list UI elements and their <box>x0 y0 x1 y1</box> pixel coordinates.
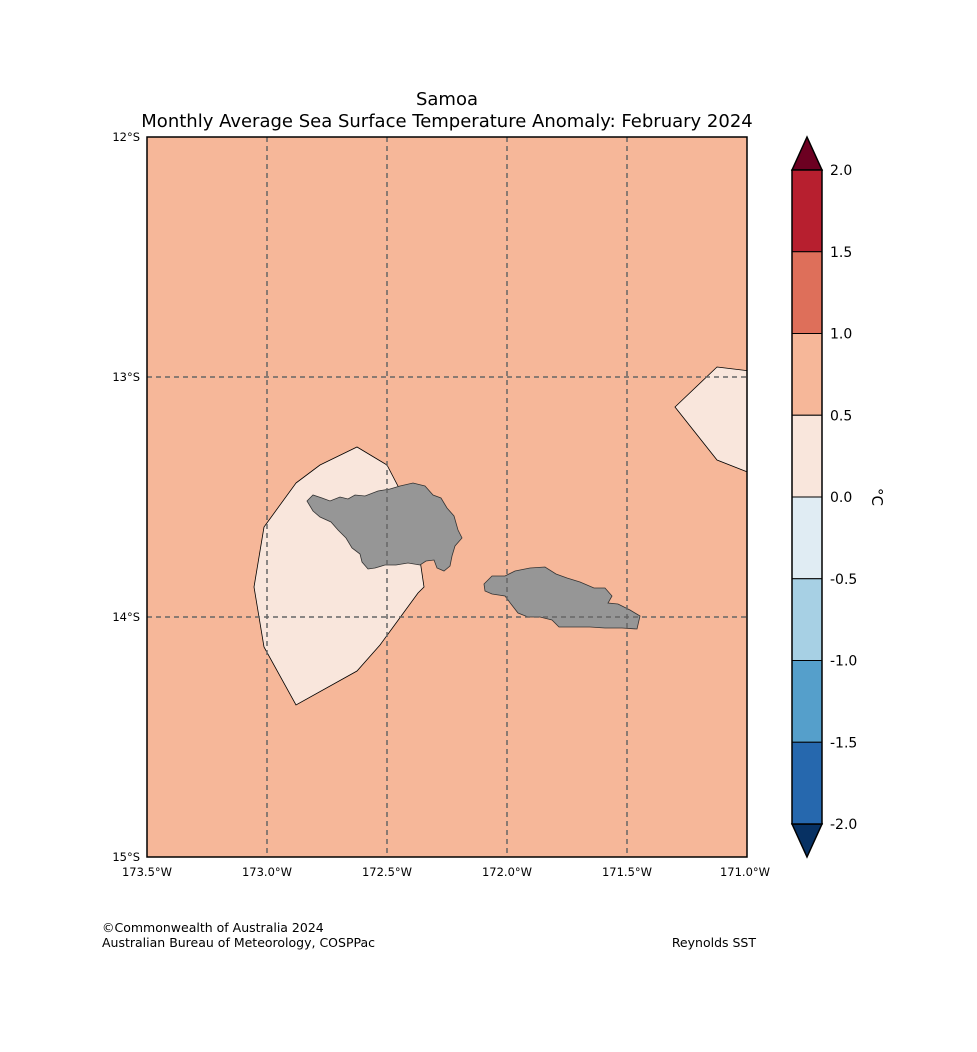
colorbar-frame <box>791 169 823 825</box>
colorbar-tick-label: 2.0 <box>830 163 852 179</box>
colorbar-bin <box>791 251 823 334</box>
colorbar-tick-label: 0.0 <box>830 490 852 506</box>
colorbar-bin <box>791 414 823 498</box>
source-text: Reynolds SST <box>672 935 757 950</box>
lat-label: 15°S <box>112 850 140 864</box>
title-line-1: Samoa <box>416 89 478 110</box>
colorbar-bin <box>791 578 823 661</box>
colorbar-bin <box>791 333 823 416</box>
colorbar-bin <box>791 496 823 580</box>
colorbar-bin <box>791 169 823 253</box>
colorbar-unit-label: °C <box>868 488 886 506</box>
agency-text: Australian Bureau of Meteorology, COSPPa… <box>102 935 375 950</box>
colorbar-tick-label: 0.5 <box>830 408 852 424</box>
lat-label: 12°S <box>112 130 140 144</box>
map-panel <box>146 136 748 858</box>
colorbar-bin <box>791 741 823 825</box>
colorbar-bin <box>791 660 823 743</box>
lon-label: 173.5°W <box>122 865 172 879</box>
colorbar-tick-label: 1.0 <box>830 327 852 343</box>
lon-label: 171.5°W <box>602 865 652 879</box>
longitude-labels: 173.5°W 173.0°W 172.5°W 172.0°W 171.5°W … <box>122 865 770 879</box>
upolu-island <box>483 566 641 630</box>
lon-label: 171.0°W <box>720 865 770 879</box>
latitude-labels: 12°S 13°S 14°S 15°S <box>112 130 140 864</box>
title-line-2: Monthly Average Sea Surface Temperature … <box>141 111 752 132</box>
colorbar-under-triangle <box>790 823 824 859</box>
map-frame <box>146 136 748 858</box>
copyright-text: ©Commonwealth of Australia 2024 <box>102 920 324 935</box>
savaii-island <box>306 482 463 572</box>
lon-label: 172.5°W <box>362 865 412 879</box>
colorbar-tick-label: -0.5 <box>830 572 857 588</box>
lat-label: 14°S <box>112 610 140 624</box>
lon-label: 173.0°W <box>242 865 292 879</box>
anomaly-region-east <box>674 366 747 473</box>
lat-label: 13°S <box>112 370 140 384</box>
ocean-anomaly-field <box>147 137 747 857</box>
colorbar-tick-label: -1.0 <box>830 654 857 670</box>
lon-label: 172.0°W <box>482 865 532 879</box>
colorbar-over-triangle <box>790 135 824 171</box>
graticule <box>147 137 747 857</box>
colorbar-tick-label: 1.5 <box>830 245 852 261</box>
colorbar-tick-label: -2.0 <box>830 817 857 833</box>
colorbar: 2.0 1.5 1.0 0.5 0.0 -0.5 -1.0 -1.5 -2.0 <box>790 135 857 859</box>
colorbar-tick-label: -1.5 <box>830 735 857 751</box>
